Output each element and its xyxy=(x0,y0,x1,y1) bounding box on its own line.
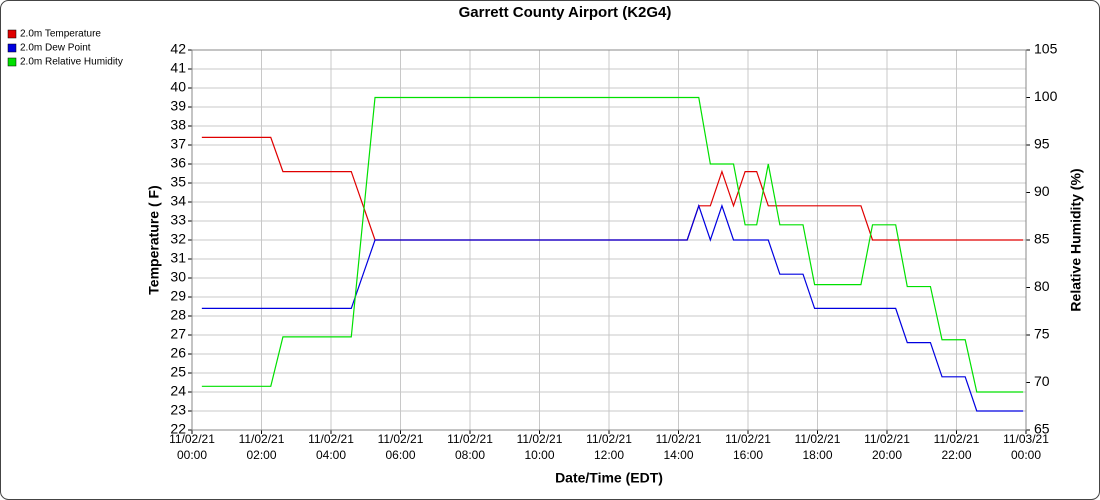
y-tick-label: 23 xyxy=(170,402,186,418)
legend-label: 2.0m Dew Point xyxy=(20,43,91,54)
y-tick-label: 34 xyxy=(170,193,186,209)
y-tick-label: 38 xyxy=(170,117,186,133)
y-tick-label: 29 xyxy=(170,288,186,304)
y-tick-label: 32 xyxy=(170,231,186,247)
x-tick-label: 11/02/21 22:00 xyxy=(934,432,980,462)
x-tick-label: 11/02/21 04:00 xyxy=(308,432,354,462)
y2-tick-label: 65 xyxy=(1034,421,1050,437)
y-tick-label: 39 xyxy=(170,98,186,114)
x-tick-label: 11/03/21 00:00 xyxy=(1003,432,1049,462)
series-line xyxy=(201,203,1024,412)
x-tick-label: 11/02/21 16:00 xyxy=(725,432,771,462)
y-tick-label: 37 xyxy=(170,136,186,152)
x-tick-label: 11/02/21 06:00 xyxy=(378,432,424,462)
y2-tick-label: 95 xyxy=(1034,136,1050,152)
y-axis-label: Temperature ( F) xyxy=(146,185,162,294)
legend-label: 2.0m Relative Humidity xyxy=(20,57,123,68)
y2-tick-label: 105 xyxy=(1034,41,1058,57)
y-tick-label: 27 xyxy=(170,326,186,342)
legend-swatch xyxy=(7,29,17,39)
y-tick-label: 40 xyxy=(170,79,186,95)
y-tick-label: 28 xyxy=(170,307,186,323)
y-tick-label: 22 xyxy=(170,421,186,437)
y-tick-label: 35 xyxy=(170,174,186,190)
y2-tick-label: 90 xyxy=(1034,183,1050,199)
x-tick-label: 11/02/21 08:00 xyxy=(447,432,493,462)
x-tick-label: 11/02/21 00:00 xyxy=(169,432,215,462)
y-tick-label: 26 xyxy=(170,345,186,361)
x-tick-label: 11/02/21 14:00 xyxy=(656,432,702,462)
chart-title: Garrett County Airport (K2G4) xyxy=(459,4,672,21)
legend-swatch xyxy=(7,43,17,53)
x-tick-label: 11/02/21 12:00 xyxy=(586,432,632,462)
y2-tick-label: 85 xyxy=(1034,231,1050,247)
y-tick-label: 33 xyxy=(170,212,186,228)
y2-tick-label: 100 xyxy=(1034,88,1058,104)
legend-label: 2.0m Temperature xyxy=(20,29,101,40)
x-axis-label: Date/Time (EDT) xyxy=(555,470,663,486)
y-tick-label: 36 xyxy=(170,155,186,171)
x-tick-label: 11/02/21 02:00 xyxy=(239,432,285,462)
y-tick-label: 24 xyxy=(170,383,186,399)
x-tick-label: 11/02/21 18:00 xyxy=(795,432,841,462)
x-tick-label: 11/02/21 20:00 xyxy=(864,432,910,462)
y2-axis-label: Relative Humidity (%) xyxy=(1068,168,1084,311)
plot-frame xyxy=(191,49,1027,431)
y-tick-label: 30 xyxy=(170,269,186,285)
y-tick-label: 41 xyxy=(170,60,186,76)
x-tick-label: 11/02/21 10:00 xyxy=(517,432,563,462)
y-tick-label: 25 xyxy=(170,364,186,380)
y-tick-label: 42 xyxy=(170,41,186,57)
legend-swatch xyxy=(7,57,17,67)
y2-tick-label: 80 xyxy=(1034,278,1050,294)
y2-tick-label: 75 xyxy=(1034,326,1050,342)
y2-tick-label: 70 xyxy=(1034,373,1050,389)
series-line xyxy=(201,96,1024,393)
y-tick-label: 31 xyxy=(170,250,186,266)
